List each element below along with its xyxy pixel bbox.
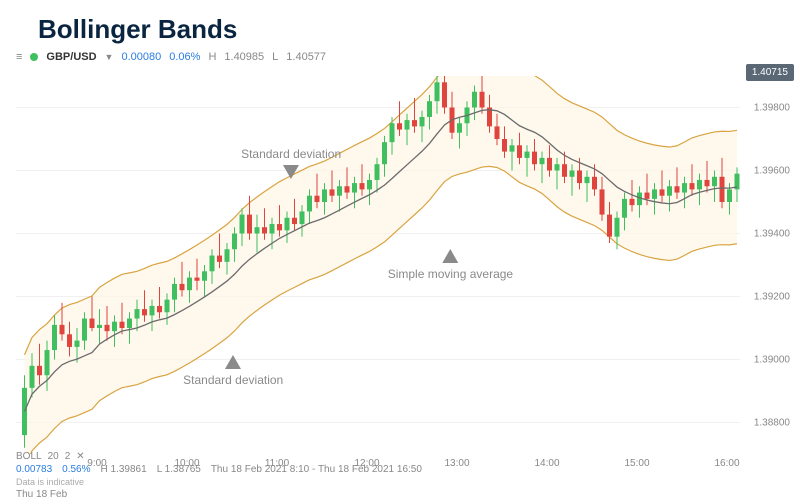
status-dot	[30, 53, 38, 61]
y-tick: 1.39400	[754, 228, 790, 239]
y-tick: 1.39800	[754, 102, 790, 113]
candlestick-chart[interactable]: Standard deviation Standard deviation Simp…	[16, 76, 740, 454]
y-tick: 1.39200	[754, 291, 790, 302]
low-label: L	[272, 51, 278, 63]
menu-icon[interactable]: ≡	[16, 51, 22, 63]
footer-disclaimer: Data is indicative	[16, 477, 740, 487]
chart-footer: BOLL 20 2 ✕ 0.00783 0.56% H 1.39861 L 1.…	[16, 451, 740, 500]
change-pct: 0.06%	[169, 51, 200, 63]
caret-down-icon[interactable]: ▼	[105, 52, 114, 62]
indicator-stddev: 2	[65, 451, 71, 462]
chart-annotation: Standard deviation	[183, 355, 283, 387]
y-axis: 1.38800 1.39000 1.39200 1.39400 1.39600 1.398…	[744, 76, 794, 454]
low-value: 1.40577	[286, 51, 326, 63]
close-icon[interactable]: ✕	[76, 451, 84, 462]
chart-annotation: Standard deviation	[241, 147, 341, 179]
footer-range: Thu 18 Feb 2021 8:10 - Thu 18 Feb 2021 1…	[211, 464, 422, 475]
y-tick: 1.39000	[754, 354, 790, 365]
footer-pips: 0.00783	[16, 464, 52, 475]
footer-pct: 0.56%	[62, 464, 90, 475]
indicator-name[interactable]: BOLL	[16, 451, 42, 462]
footer-date: Thu 18 Feb	[16, 489, 740, 500]
footer-l-label: L	[157, 464, 162, 475]
change-value: 0.00080	[121, 51, 161, 63]
footer-h-label: H	[101, 464, 108, 475]
page-title: Bollinger Bands	[0, 0, 800, 51]
chart-annotation: Simple moving average	[388, 249, 513, 281]
indicator-period: 20	[48, 451, 59, 462]
high-value: 1.40985	[224, 51, 264, 63]
high-label: H	[208, 51, 216, 63]
currency-pair[interactable]: GBP/USD	[46, 51, 96, 63]
y-tick: 1.39600	[754, 165, 790, 176]
footer-l-val: 1.38765	[165, 464, 201, 475]
chart-header: ≡ GBP/USD ▼ 0.00080 0.06% H 1.40985 L 1.…	[0, 51, 800, 67]
y-tick: 1.38800	[754, 417, 790, 428]
footer-h-val: 1.39861	[111, 464, 147, 475]
